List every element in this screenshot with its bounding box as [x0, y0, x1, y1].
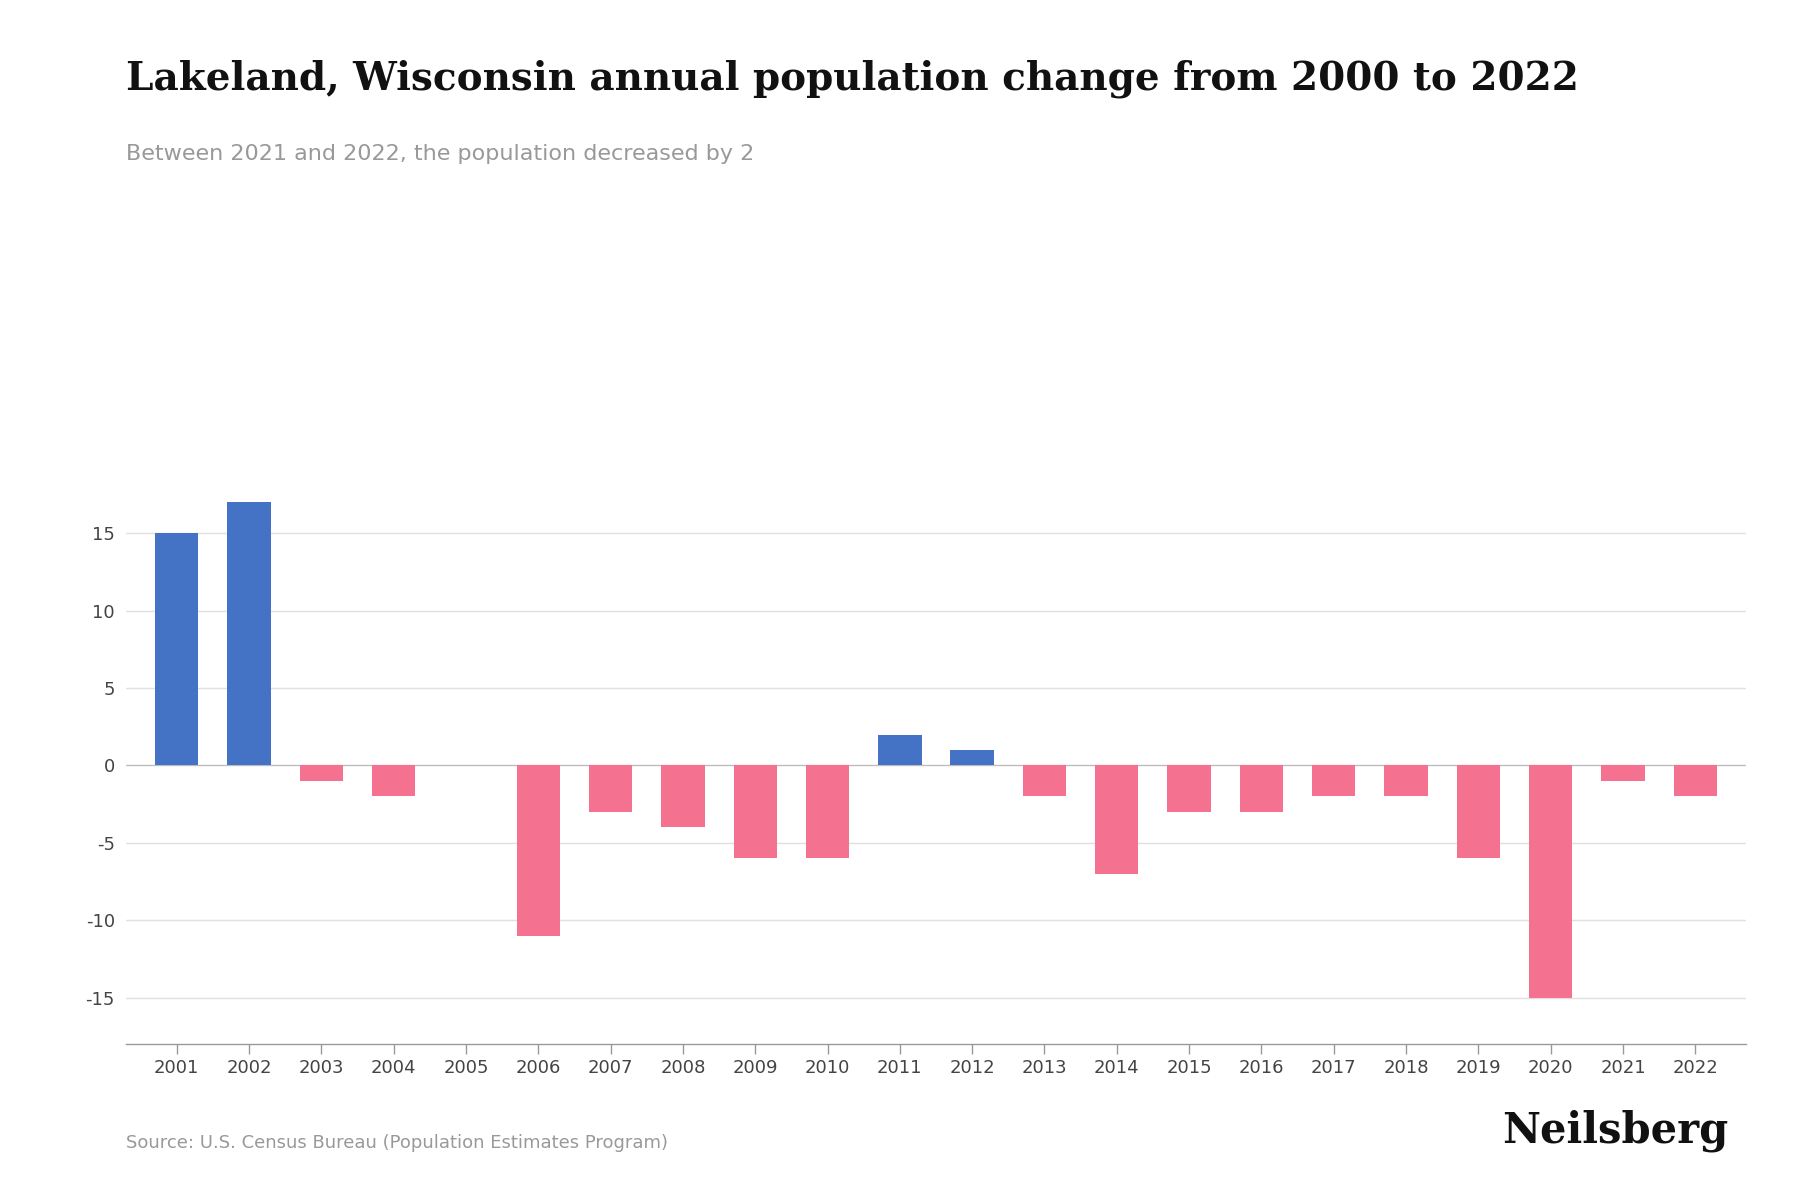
Bar: [299, 766, 344, 781]
Bar: [1168, 766, 1211, 812]
Bar: [1094, 766, 1138, 874]
Bar: [878, 734, 922, 766]
Bar: [1674, 766, 1717, 797]
Bar: [1022, 766, 1066, 797]
Bar: [1602, 766, 1645, 781]
Bar: [806, 766, 850, 858]
Bar: [1312, 766, 1355, 797]
Bar: [1456, 766, 1499, 858]
Bar: [227, 503, 270, 766]
Bar: [950, 750, 994, 766]
Bar: [1384, 766, 1427, 797]
Bar: [661, 766, 704, 827]
Bar: [517, 766, 560, 936]
Bar: [155, 533, 198, 766]
Text: Source: U.S. Census Bureau (Population Estimates Program): Source: U.S. Census Bureau (Population E…: [126, 1134, 668, 1152]
Bar: [589, 766, 632, 812]
Bar: [373, 766, 416, 797]
Bar: [734, 766, 778, 858]
Text: Neilsberg: Neilsberg: [1501, 1110, 1728, 1152]
Text: Lakeland, Wisconsin annual population change from 2000 to 2022: Lakeland, Wisconsin annual population ch…: [126, 60, 1579, 98]
Bar: [1240, 766, 1283, 812]
Text: Between 2021 and 2022, the population decreased by 2: Between 2021 and 2022, the population de…: [126, 144, 754, 164]
Bar: [1528, 766, 1573, 997]
